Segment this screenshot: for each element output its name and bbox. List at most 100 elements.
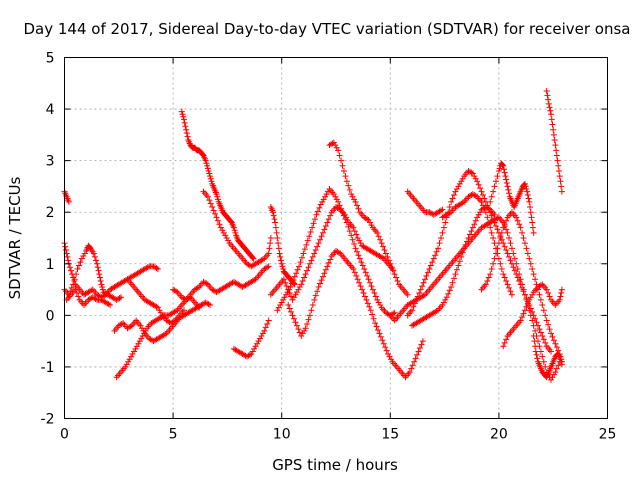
data-point bbox=[524, 300, 531, 307]
data-point bbox=[521, 291, 528, 298]
data-point bbox=[335, 147, 342, 154]
data-point bbox=[307, 228, 314, 235]
data-point bbox=[184, 133, 191, 140]
data-point bbox=[304, 237, 311, 244]
data-point bbox=[511, 255, 518, 262]
data-point bbox=[524, 250, 531, 257]
data-point bbox=[471, 173, 478, 180]
data-point bbox=[318, 233, 325, 240]
data-point bbox=[292, 291, 299, 298]
data-point bbox=[552, 369, 559, 376]
data-point bbox=[501, 221, 508, 228]
data-point bbox=[315, 240, 322, 247]
data-point bbox=[265, 263, 272, 270]
data-point bbox=[555, 162, 562, 169]
data-point bbox=[558, 286, 565, 293]
data-point bbox=[95, 267, 102, 274]
data-point bbox=[558, 290, 565, 297]
y-tick-label: 3 bbox=[46, 154, 55, 170]
data-point bbox=[539, 302, 546, 309]
data-point bbox=[493, 178, 500, 185]
data-point bbox=[286, 305, 293, 312]
data-point bbox=[508, 291, 515, 298]
data-point bbox=[223, 235, 230, 241]
series-arc-22 bbox=[487, 160, 537, 236]
data-point bbox=[349, 236, 356, 243]
data-point bbox=[270, 212, 277, 219]
data-point bbox=[349, 193, 356, 200]
data-point bbox=[458, 178, 465, 185]
data-point bbox=[72, 286, 79, 293]
data-point bbox=[256, 335, 263, 342]
data-point bbox=[503, 336, 510, 343]
data-point bbox=[387, 260, 394, 267]
data-point bbox=[557, 178, 564, 185]
data-point bbox=[180, 116, 187, 123]
data-point bbox=[452, 271, 459, 278]
data-point bbox=[180, 307, 187, 314]
data-point bbox=[345, 182, 352, 189]
data-point bbox=[498, 265, 505, 272]
data-point bbox=[375, 233, 382, 240]
data-point bbox=[511, 267, 518, 274]
data-point bbox=[545, 321, 552, 328]
data-point bbox=[196, 304, 203, 311]
data-point bbox=[495, 167, 502, 174]
data-point bbox=[207, 173, 214, 180]
data-point bbox=[510, 264, 517, 271]
series-arc-16 bbox=[326, 139, 411, 298]
data-point bbox=[332, 142, 339, 149]
data-point bbox=[469, 224, 476, 231]
data-point bbox=[440, 224, 447, 231]
data-point bbox=[340, 167, 347, 174]
data-point bbox=[417, 286, 424, 293]
data-point bbox=[529, 224, 536, 231]
data-point bbox=[537, 296, 544, 303]
data-point bbox=[273, 229, 280, 236]
data-point bbox=[305, 264, 312, 271]
data-point bbox=[539, 332, 546, 339]
data-point bbox=[271, 216, 278, 223]
data-point bbox=[490, 260, 497, 267]
data-point bbox=[542, 363, 549, 370]
data-point bbox=[137, 322, 144, 329]
data-point bbox=[500, 162, 507, 169]
data-point bbox=[482, 281, 489, 288]
data-point bbox=[311, 296, 318, 303]
data-point bbox=[261, 327, 268, 334]
data-point bbox=[488, 229, 495, 236]
data-point bbox=[497, 260, 504, 267]
data-point bbox=[78, 255, 85, 262]
data-point bbox=[532, 343, 539, 350]
data-point bbox=[378, 240, 385, 247]
data-point bbox=[342, 216, 349, 223]
data-point bbox=[525, 195, 532, 202]
data-point bbox=[500, 343, 507, 350]
data-point bbox=[524, 192, 531, 199]
data-point bbox=[153, 265, 160, 272]
data-point bbox=[116, 295, 123, 302]
series-arc-3 bbox=[61, 242, 124, 303]
data-points bbox=[61, 88, 565, 383]
data-point bbox=[225, 237, 232, 244]
data-point bbox=[527, 305, 534, 312]
data-point bbox=[364, 300, 371, 307]
data-point bbox=[264, 264, 271, 271]
data-point bbox=[96, 274, 103, 281]
data-point bbox=[372, 320, 379, 327]
data-point bbox=[529, 265, 536, 272]
data-point bbox=[548, 376, 555, 383]
data-point bbox=[520, 288, 527, 295]
data-point bbox=[333, 196, 340, 203]
data-point bbox=[493, 250, 500, 257]
series-arc-13 bbox=[267, 204, 396, 303]
data-point bbox=[477, 209, 484, 216]
data-point bbox=[552, 340, 559, 347]
data-point bbox=[356, 237, 363, 244]
y-tick-label: -2 bbox=[41, 412, 55, 428]
data-point bbox=[380, 340, 387, 347]
y-axis-label: SDTVAR / TECUs bbox=[6, 176, 24, 299]
data-point bbox=[314, 243, 321, 250]
data-point bbox=[90, 250, 97, 257]
data-point bbox=[213, 191, 220, 198]
